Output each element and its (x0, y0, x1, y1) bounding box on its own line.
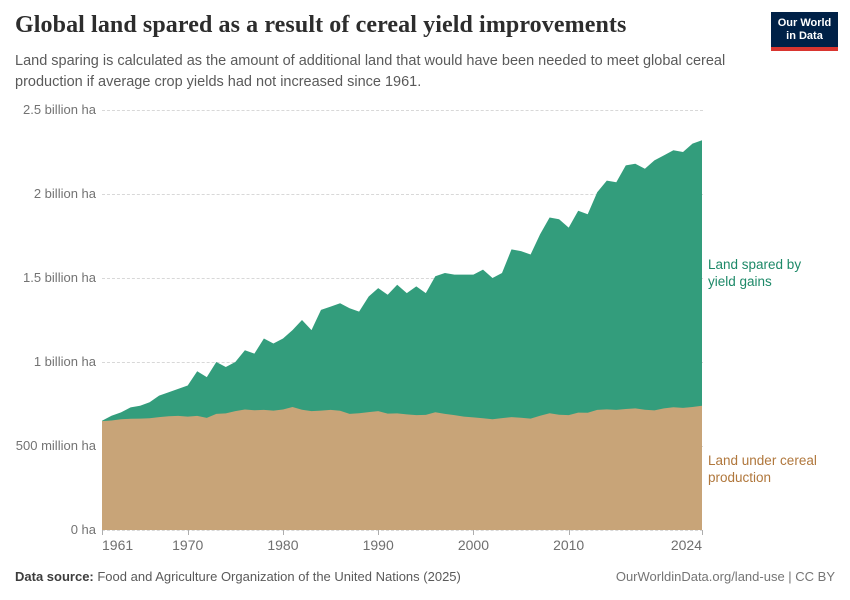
data-source-text: Food and Agriculture Organization of the… (93, 569, 461, 584)
y-axis-label: 1.5 billion ha (23, 270, 96, 285)
x-axis-label: 2000 (457, 537, 489, 553)
page-title: Global land spared as a result of cereal… (15, 12, 627, 38)
x-axis-label: 2024 (670, 537, 702, 553)
y-axis-label: 0 ha (70, 522, 96, 537)
owid-logo: Our World in Data (771, 12, 838, 51)
y-grid-line (102, 530, 703, 531)
x-axis-tick (102, 530, 103, 535)
y-grid-line (102, 278, 703, 279)
y-grid-line (102, 110, 703, 111)
footer-citation: OurWorldinData.org/land-use | CC BY (615, 569, 835, 584)
x-axis-label: 1961 (102, 537, 134, 553)
owid-logo-line1: Our World (777, 17, 832, 29)
data-source: Data source: Food and Agriculture Organi… (15, 569, 461, 584)
area-series-production (102, 405, 702, 530)
x-axis-tick (473, 530, 475, 535)
y-axis-label: 2 billion ha (33, 186, 96, 201)
y-axis-label: 500 million ha (15, 438, 96, 453)
y-axis-label: 2.5 billion ha (23, 102, 96, 117)
x-axis-label: 1970 (172, 537, 204, 553)
series-label-spared: Land spared by yield gains (708, 257, 802, 289)
x-axis-tick (378, 530, 380, 535)
x-axis-label: 1990 (362, 537, 394, 553)
x-axis-label: 1980 (267, 537, 299, 553)
x-axis-tick (187, 530, 189, 535)
y-axis-label: 1 billion ha (33, 354, 96, 369)
plot-area (102, 140, 702, 530)
x-axis-tick (282, 530, 284, 535)
x-axis-tick (702, 530, 703, 535)
x-axis-label: 2010 (553, 537, 585, 553)
data-source-label: Data source: (15, 569, 94, 584)
series-label-production: Land under cereal production (708, 453, 817, 485)
y-grid-line (102, 194, 703, 195)
chart-subtitle: Land sparing is calculated as the amount… (15, 53, 726, 90)
owid-logo-line2: in Data (786, 30, 823, 42)
owid-logo-red-stripe (771, 47, 838, 51)
x-axis-tick (568, 530, 570, 535)
